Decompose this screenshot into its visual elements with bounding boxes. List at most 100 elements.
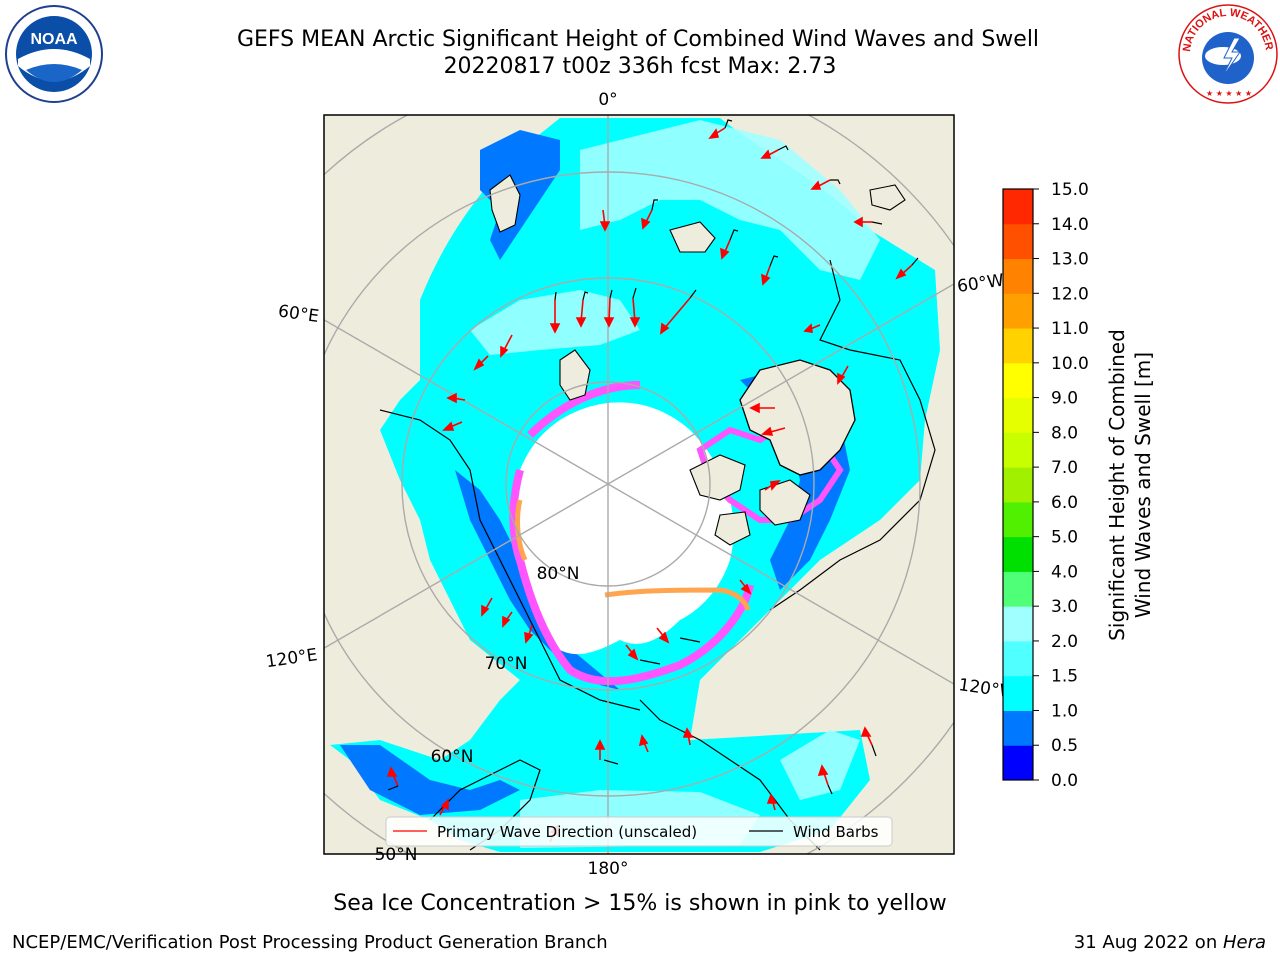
swell-band-4 (780, 730, 860, 800)
meridian-120e (324, 483, 609, 649)
wind-barb (679, 637, 701, 643)
lon-label-60e: 60°E (277, 301, 320, 326)
lon-label-120e: 120°E (265, 645, 319, 672)
colorbar-block (1003, 432, 1033, 468)
footer-date-text: 31 Aug 2022 on (1073, 932, 1223, 953)
wave-arrow (853, 216, 872, 228)
graticule (324, 115, 954, 854)
wave-arrow (656, 627, 670, 644)
colorbar-block (1003, 397, 1033, 433)
svalbard (669, 221, 716, 253)
colorbar-tick-label: 13.0 (1051, 250, 1089, 270)
wave-arrow (549, 300, 561, 334)
colorbar-block (1003, 362, 1033, 399)
wind-barb (769, 255, 779, 267)
wave-arrow (481, 597, 493, 617)
colorbar-ticks: 0.0 0.5 1.0 1.5 2.0 3.0 4.0 5.0 6.0 7.0 8.0 9.0 10.0… (1033, 180, 1089, 791)
wave-arrow (749, 402, 775, 414)
colorbar-label-line1: Significant Height of Combined (1105, 329, 1129, 641)
novaya-zemlya (559, 349, 591, 401)
lon-label-60w: 60°W (956, 271, 1005, 297)
coastal-band-west (455, 470, 620, 690)
wind-barbs (387, 119, 919, 795)
wave-arrow (760, 149, 779, 159)
wave-arrow (739, 579, 752, 595)
wind-barb (639, 659, 661, 665)
colorbar-tick-label: 5.0 (1051, 528, 1078, 548)
sea-ice-caption: Sea Ice Concentration > 15% is shown in … (333, 891, 947, 916)
swell-band (580, 120, 880, 280)
ice-edge (509, 381, 754, 686)
noaa-logo: NOAA (5, 5, 103, 103)
meridian-60w (607, 283, 954, 485)
svg-text:★ ★ ★ ★ ★: ★ ★ ★ ★ ★ (1206, 89, 1252, 98)
wind-barb (582, 291, 589, 301)
iceland (869, 184, 906, 211)
colorbar-tick-label: 1.0 (1051, 701, 1078, 721)
wind-barb (554, 291, 557, 301)
scandinavia (489, 174, 521, 233)
colorbar-tick-label: 9.0 (1051, 389, 1078, 409)
meridian-60e (324, 319, 609, 485)
wave-arrows (386, 127, 913, 843)
wave-arrow (895, 264, 913, 280)
legend-wave-label: Primary Wave Direction (unscaled) (437, 823, 697, 841)
colorbar: 0.0 0.5 1.0 1.5 2.0 3.0 4.0 5.0 6.0 7.0 8.0 9.0 10.0… (1002, 180, 1155, 791)
colorbar-tick-label: 12.0 (1051, 284, 1089, 304)
wave-arrow (594, 739, 606, 760)
wave-arrow (500, 334, 513, 358)
colorbar-block (1003, 293, 1033, 329)
map-axes: 80°N 70°N 60°N 50°N 0° 60°W 120°W 180° 1… (265, 90, 1018, 879)
colorbar-block (1003, 571, 1033, 607)
colorbar-tick-label: 14.0 (1051, 215, 1089, 235)
colorbar-tick-label: 3.0 (1051, 597, 1078, 617)
colorbar-tick-label: 2.0 (1051, 632, 1078, 652)
wind-barb (911, 257, 919, 266)
canadian-archipelago (689, 454, 811, 546)
wind-barb (724, 119, 733, 129)
colorbar-block (1003, 189, 1033, 225)
wind-barb (871, 221, 883, 225)
colorbar-tick-label: 1.5 (1051, 667, 1078, 687)
colorbar-block (1003, 223, 1033, 260)
colorbar-frame (1002, 188, 1034, 781)
wind-barb (609, 289, 613, 299)
wave-arrow (473, 355, 489, 371)
wave-arrow (446, 392, 466, 404)
wind-barb (632, 287, 637, 299)
colorbar-block (1003, 467, 1033, 503)
colorbar-label-line2: Wind Waves and Swell [m] (1131, 352, 1155, 618)
colorbar-block (1003, 640, 1033, 677)
wind-barb (729, 229, 739, 241)
wind-barb (827, 784, 833, 795)
lon-label-180: 180° (588, 859, 629, 879)
wave-arrow (603, 297, 615, 328)
wave-arrow (764, 479, 781, 491)
footer-credit: NCEP/EMC/Verification Post Processing Pr… (12, 932, 608, 953)
wave-arrow (860, 726, 873, 746)
colorbar-tick-label: 15.0 (1051, 180, 1089, 200)
wave-arrow (660, 297, 691, 335)
colorbar-block (1003, 501, 1033, 538)
wave-arrow (575, 299, 587, 328)
colorbar-tick-label: 6.0 (1051, 493, 1078, 513)
wave-arrow (837, 365, 849, 385)
colorbar-tick-label: 7.0 (1051, 458, 1078, 478)
lat-label-80n: 80°N (537, 564, 580, 584)
wind-barb (871, 744, 877, 757)
colorbar-blocks (1003, 189, 1033, 781)
colorbar-block (1003, 710, 1033, 746)
wave-arrow (442, 421, 463, 431)
wind-barb (689, 289, 697, 299)
colorbar-block (1003, 328, 1033, 364)
colorbar-block (1003, 606, 1033, 642)
wind-barb (830, 179, 841, 185)
colorbar-block (1003, 675, 1033, 711)
colorbar-tick-label: 0.5 (1051, 736, 1078, 756)
wave-arrow (629, 297, 641, 328)
colorbar-block (1003, 258, 1033, 294)
chart-subtitle: 20220817 t00z 336h fcst Max: 2.73 (443, 54, 837, 79)
colorbar-block (1003, 536, 1033, 572)
wave-arrow (682, 727, 694, 746)
map-legend: Primary Wave Direction (unscaled) Wind B… (385, 816, 893, 847)
